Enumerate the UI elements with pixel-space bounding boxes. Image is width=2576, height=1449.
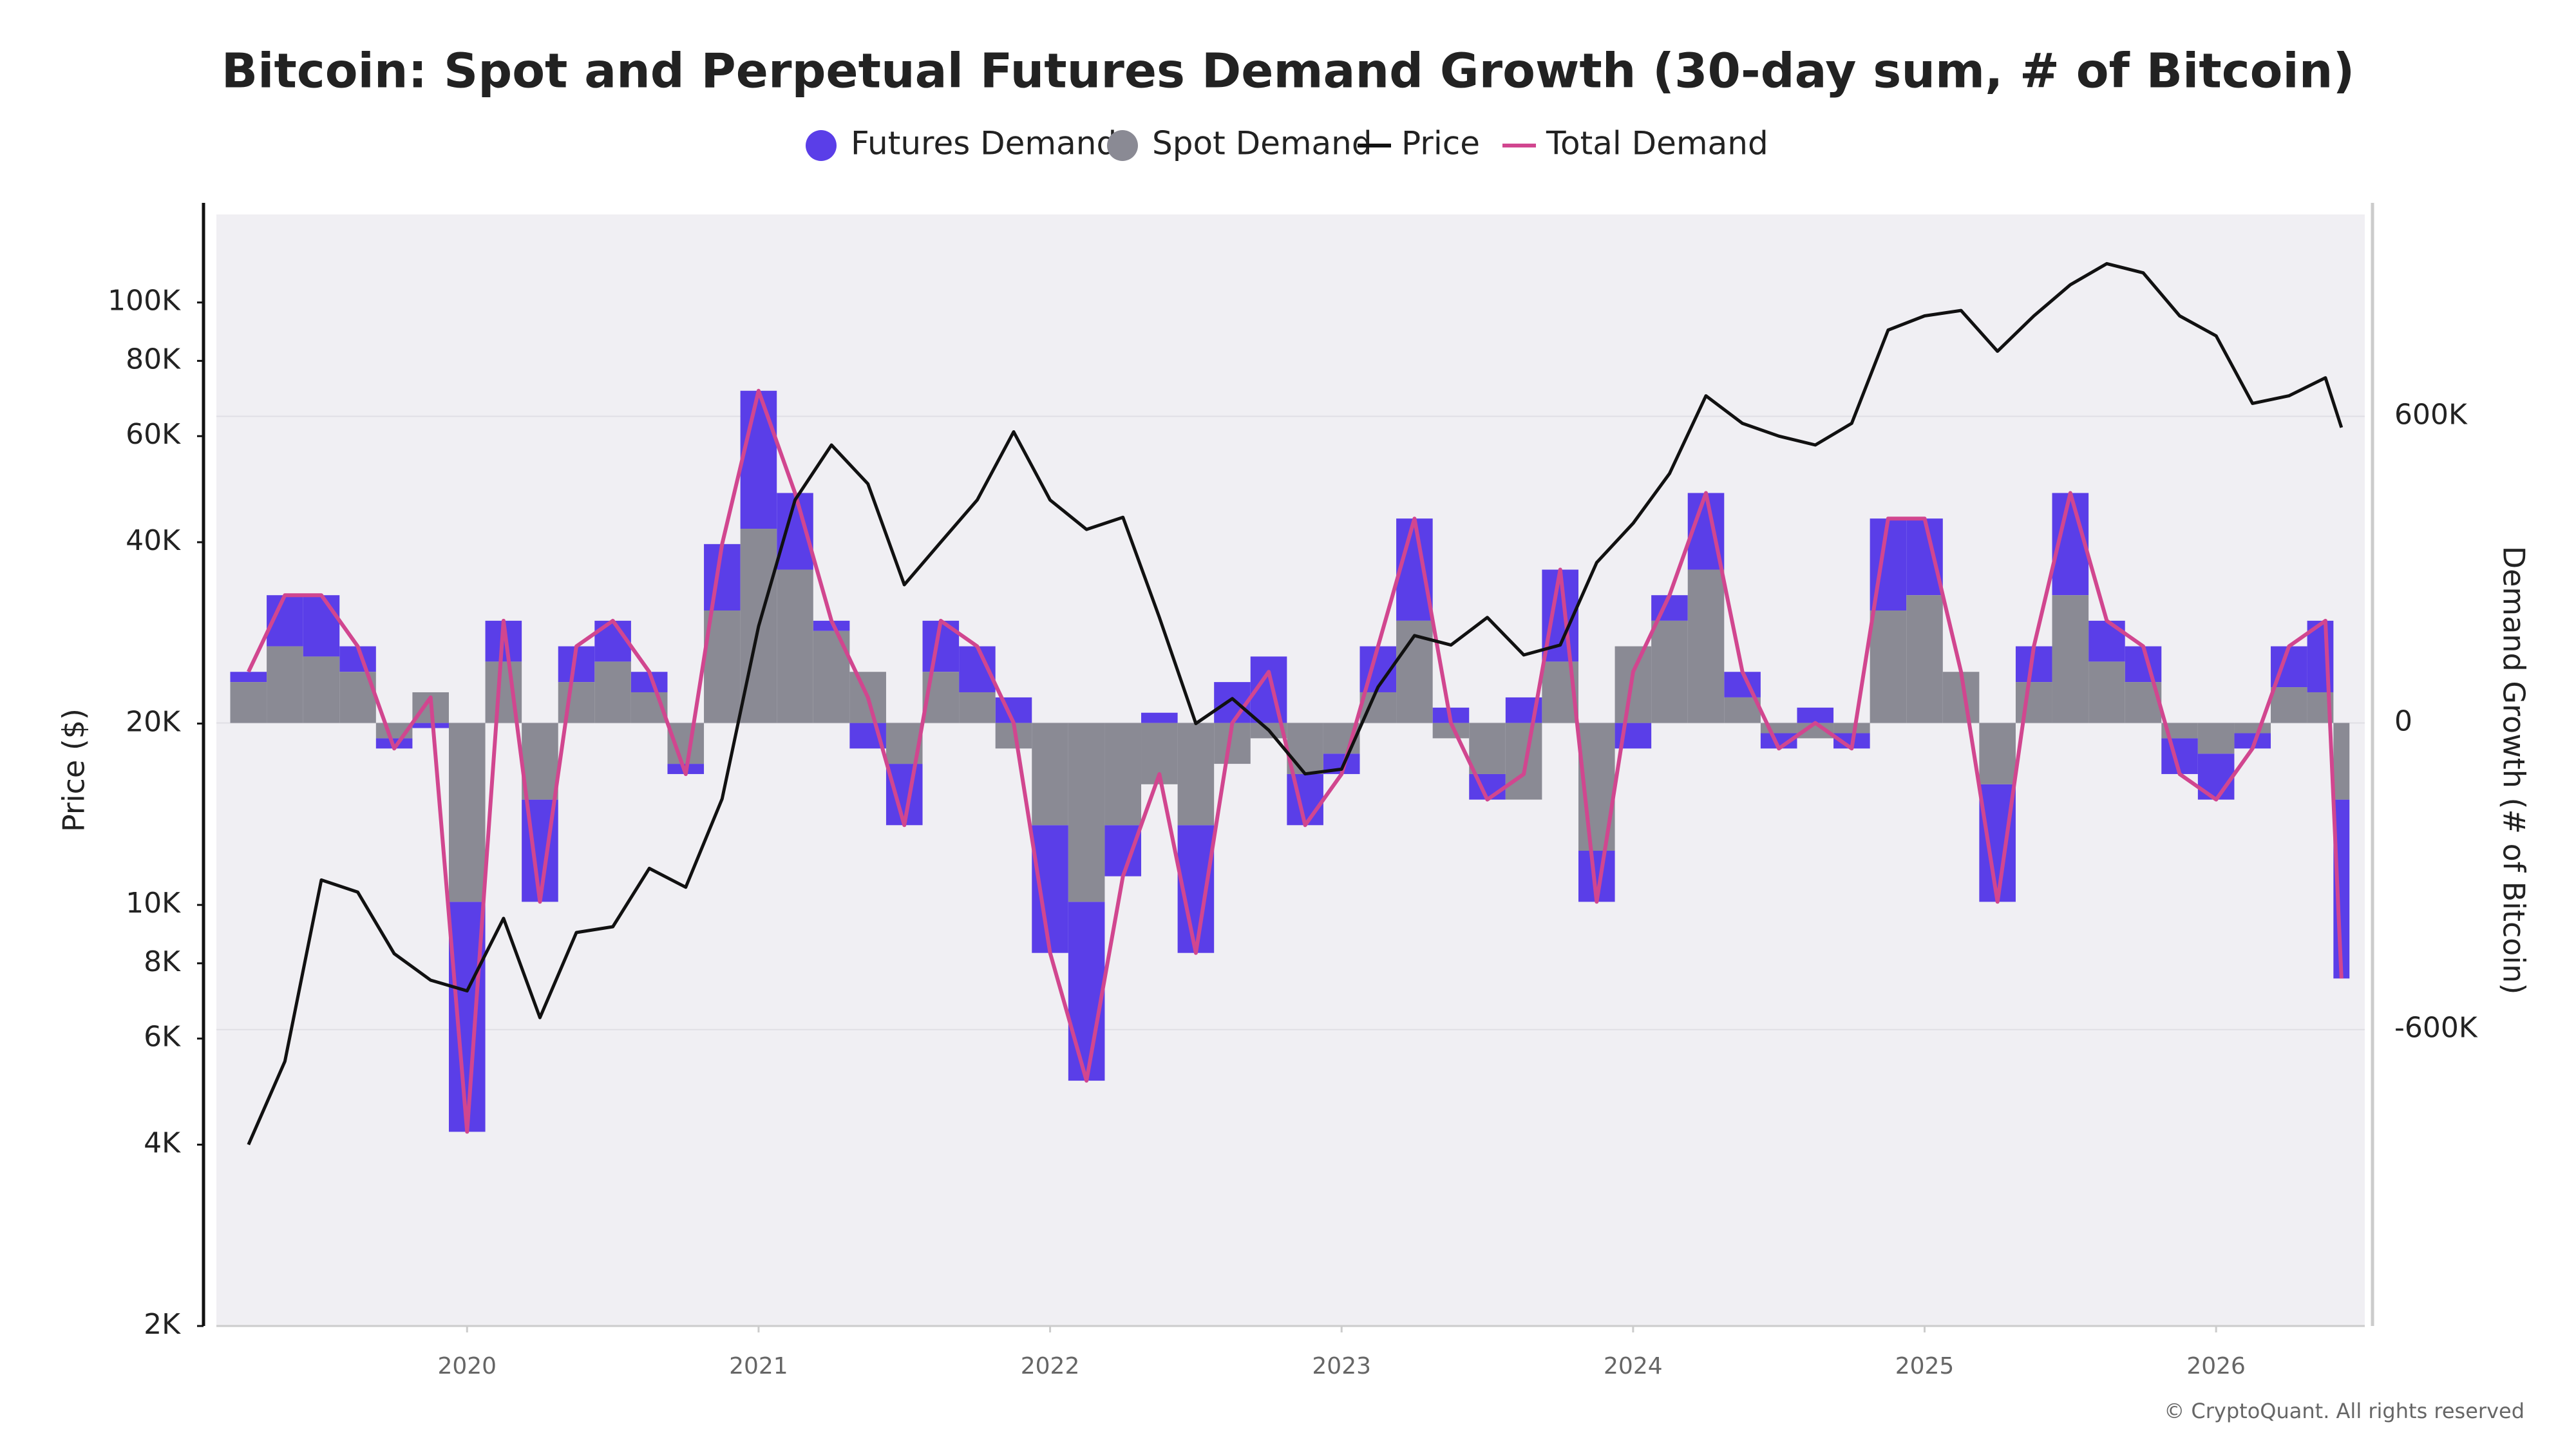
spot-bar [230, 682, 267, 723]
futures-bar [1068, 902, 1105, 1081]
y-tick-label: 40K [126, 524, 181, 557]
x-tick-label: 2023 [1312, 1353, 1371, 1379]
y2-axis-title: Demand Growth (# of Bitcoin) [2497, 546, 2532, 995]
spot-bar [2234, 723, 2271, 734]
y-tick-label: 6K [144, 1021, 181, 1054]
spot-bar [1287, 723, 1323, 774]
y-tick-label: 100K [108, 285, 181, 317]
y-tick-label: 80K [126, 343, 181, 375]
spot-bar [2052, 595, 2089, 723]
spot-bar [2333, 723, 2350, 800]
y-tick-label: 4K [144, 1126, 181, 1159]
y2-tick-label: 600K [2394, 398, 2468, 431]
x-tick-label: 2020 [437, 1353, 497, 1379]
legend-label: Spot Demand [1152, 125, 1372, 162]
legend-swatch [1107, 130, 1138, 161]
spot-bar [2197, 723, 2235, 754]
futures-bar [1104, 825, 1142, 876]
y-tick-label: 8K [144, 945, 181, 978]
spot-bar [522, 723, 558, 800]
chart-title: Bitcoin: Spot and Perpetual Futures Dema… [222, 44, 2355, 99]
x-tick-label: 2022 [1021, 1353, 1080, 1379]
y2-tick-label: -600K [2394, 1012, 2478, 1045]
spot-bar [2271, 687, 2307, 723]
spot-bar [2015, 682, 2052, 723]
x-tick-label: 2021 [729, 1353, 788, 1379]
x-tick-label: 2026 [2186, 1353, 2246, 1379]
spot-bar [1979, 723, 2016, 784]
futures-bar [1906, 518, 1943, 596]
spot-bar [1797, 723, 1834, 739]
x-tick-label: 2025 [1895, 1353, 1955, 1379]
spot-bar [1615, 646, 1652, 723]
futures-bar [740, 390, 777, 529]
spot-bar [1687, 569, 1725, 723]
legend-label: Total Demand [1546, 125, 1768, 162]
spot-bar [1104, 723, 1142, 826]
y-axis-title: Price ($) [57, 708, 91, 832]
spot-bar [2161, 723, 2198, 739]
spot-bar [777, 569, 813, 723]
legend-label: Price [1401, 125, 1480, 162]
credit: © CryptoQuant. All rights reserved [2164, 1399, 2524, 1423]
y2-tick-label: 0 [2394, 705, 2412, 738]
bars [230, 390, 2350, 1132]
y-tick-label: 60K [126, 418, 181, 451]
futures-bar [1760, 733, 1797, 749]
futures-bar [1396, 518, 1433, 621]
spot-bar [1177, 723, 1215, 826]
price-line [247, 261, 2344, 1146]
futures-bar [1287, 773, 1323, 826]
spot-bar [594, 661, 631, 723]
spot-bar [2088, 661, 2125, 723]
futures-bar [813, 620, 850, 631]
y-tick-label: 20K [126, 706, 181, 739]
x-tick-label: 2024 [1604, 1353, 1663, 1379]
futures-bar [1141, 712, 1178, 723]
futures-bar [1032, 825, 1068, 953]
spot-bar [1833, 723, 1870, 734]
legend-label: Futures Demand [851, 125, 1117, 162]
spot-bar [1432, 723, 1470, 739]
legend-swatch [806, 130, 837, 161]
spot-bar [959, 692, 996, 723]
spot-bar [1068, 723, 1105, 902]
futures-bar [2088, 620, 2125, 662]
spot-bar [1032, 723, 1068, 826]
total-demand-line [247, 388, 2344, 1134]
y-tick-label: 10K [126, 887, 181, 920]
futures-bar [1214, 682, 1251, 723]
spot-bar [558, 682, 595, 723]
spot-bar [448, 723, 486, 902]
spot-bar [1906, 595, 1943, 723]
futures-bar [303, 595, 340, 657]
spot-bar [267, 646, 303, 723]
spot-bar [1870, 611, 1907, 723]
futures-bar [2234, 733, 2271, 749]
futures-bar [412, 723, 449, 728]
spot-bar [1469, 723, 1506, 774]
y-tick-label: 2K [144, 1308, 181, 1341]
futures-bar [230, 672, 267, 683]
spot-bar [1651, 620, 1688, 723]
futures-bar [1797, 707, 1834, 723]
spot-bar [303, 656, 340, 723]
spot-bar [1505, 723, 1542, 800]
